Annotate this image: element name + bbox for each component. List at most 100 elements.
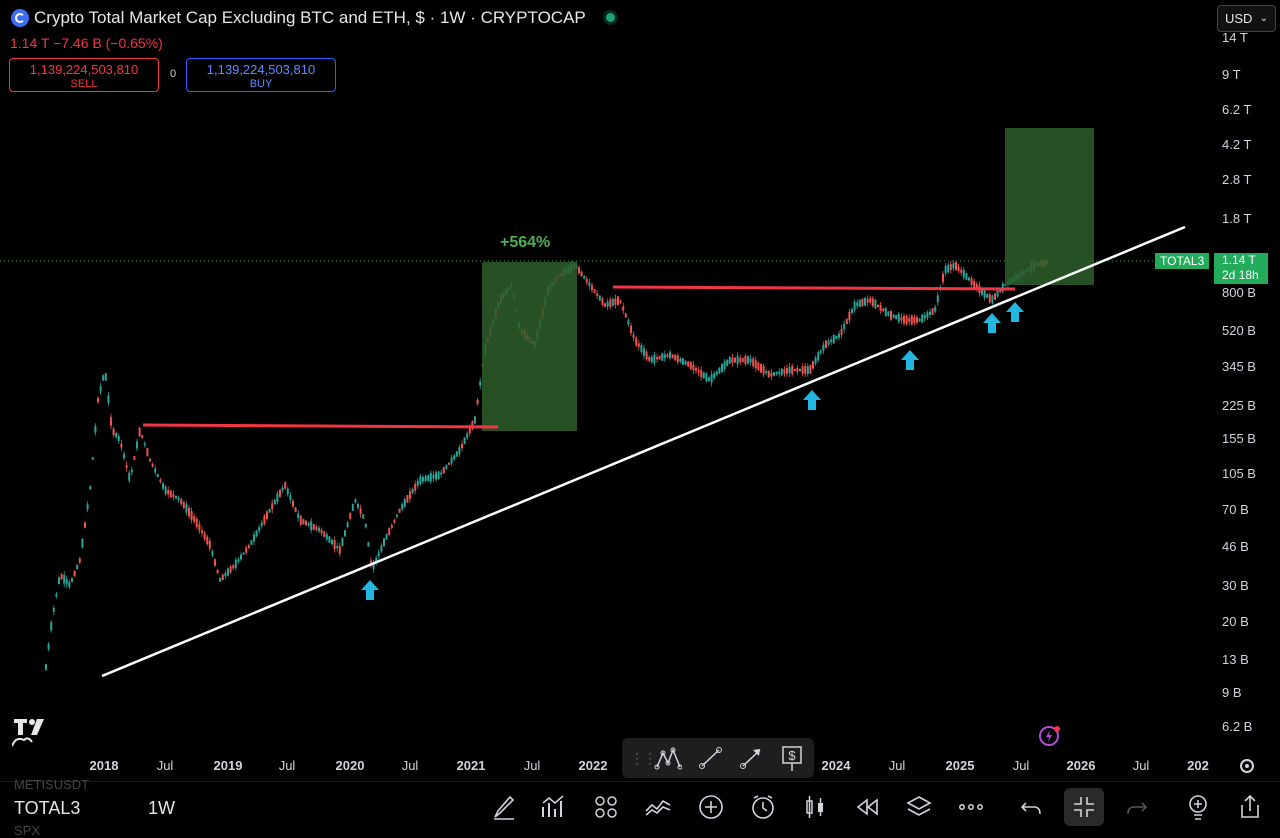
candle-body (991, 295, 994, 304)
candle-body (58, 577, 60, 584)
candle-body (185, 504, 188, 513)
replay-icon[interactable] (853, 793, 881, 821)
timeframe-selector[interactable]: 1W (148, 798, 175, 818)
layout-grid-icon[interactable] (592, 793, 620, 821)
candle-body (661, 353, 664, 361)
candle-body (120, 443, 123, 448)
candle-body (86, 504, 89, 510)
candle-body (247, 545, 250, 548)
redo-icon[interactable] (1122, 793, 1150, 821)
candle-body (760, 363, 762, 373)
candle-body (172, 494, 175, 497)
candle-body (385, 534, 388, 540)
tradingview-logo-icon[interactable] (12, 716, 48, 748)
collapse-button[interactable] (1064, 788, 1104, 826)
candle-body (232, 565, 235, 569)
layers-icon[interactable] (905, 793, 933, 821)
chevron-down-icon: ⌄ (1259, 13, 1268, 24)
candle-body (362, 514, 365, 519)
candle-body (474, 416, 476, 424)
arrow-up-icon (1006, 302, 1024, 322)
x-tick-label: Jul (1132, 758, 1150, 773)
candle-body (918, 318, 921, 322)
candle-body (905, 315, 908, 325)
resistance-line-2018[interactable] (142, 423, 499, 429)
candle-body (346, 522, 349, 527)
candle-body (331, 539, 333, 545)
add-icon[interactable] (697, 793, 725, 821)
share-icon[interactable] (1236, 793, 1264, 821)
drag-handle-icon[interactable]: ⋮⋮ (630, 750, 657, 766)
y-tick-label: 9 T (1222, 67, 1241, 82)
trend-line-tool[interactable] (697, 745, 725, 771)
resistance-line-2022[interactable] (612, 285, 1016, 291)
price-chart[interactable] (0, 0, 1210, 780)
candle-body (479, 381, 482, 386)
candle-body (619, 300, 622, 303)
undo-icon[interactable] (1018, 793, 1046, 821)
candle-body (338, 545, 341, 554)
candle-body (832, 334, 835, 344)
candle-body (866, 299, 869, 303)
brush-icon[interactable] (490, 793, 518, 821)
x-tick-label: Jul (401, 758, 419, 773)
gear-icon[interactable] (1238, 757, 1256, 775)
candle-body (908, 318, 911, 322)
candle-body (448, 462, 450, 465)
more-icon[interactable] (957, 793, 985, 821)
candle-body (757, 362, 760, 370)
elliott-wave-tool[interactable] (654, 745, 682, 771)
bulb-add-icon[interactable] (1184, 793, 1212, 821)
candle-body (806, 366, 809, 374)
candle-body (809, 364, 812, 374)
buy-button[interactable]: 1,139,224,503,810 BUY (186, 58, 336, 92)
candle-body (45, 664, 47, 671)
candle-body (583, 275, 586, 279)
candle-body (884, 307, 887, 316)
candle-body (102, 375, 105, 381)
candle-body (47, 644, 50, 650)
y-tick-label: 800 B (1222, 285, 1256, 300)
candle-body (910, 315, 913, 325)
indicators-icon[interactable] (644, 793, 672, 821)
candle-body (258, 527, 261, 531)
collapse-icon[interactable] (1070, 793, 1098, 821)
candle-body (830, 339, 833, 343)
move-box-2021[interactable] (482, 262, 577, 431)
candle-body (676, 355, 679, 363)
flash-icon[interactable] (1038, 724, 1062, 748)
currency-select[interactable]: USD ⌄ (1217, 5, 1276, 32)
arrow-line-tool[interactable] (738, 745, 766, 771)
chart-type-icon[interactable] (540, 793, 568, 821)
candle-body (835, 335, 838, 340)
projection-box[interactable] (1005, 128, 1094, 285)
symbol-tag: TOTAL3 (1155, 253, 1210, 269)
x-tick-label: Jul (1012, 758, 1030, 773)
candle-body (913, 317, 916, 323)
y-tick-label: 13 B (1222, 652, 1249, 667)
candles-icon[interactable] (801, 793, 829, 821)
alert-clock-icon[interactable] (749, 793, 777, 821)
candle-body (294, 507, 297, 513)
candle-body (861, 298, 864, 307)
candle-body (793, 368, 796, 372)
candle-body (89, 486, 92, 490)
price-note-tool[interactable]: $ (778, 745, 806, 771)
candle-body (718, 367, 721, 374)
y-tick-label: 9 B (1222, 685, 1242, 700)
candle-body (879, 304, 882, 312)
candle-body (253, 534, 255, 542)
candle-body (671, 354, 674, 359)
candle-body (71, 578, 73, 582)
symbol-selector[interactable]: TOTAL3 (14, 798, 81, 818)
candle-body (851, 309, 853, 313)
candle-body (455, 451, 458, 457)
chart-title[interactable]: Crypto Total Market Cap Excluding BTC an… (34, 8, 586, 27)
candle-body (471, 421, 474, 430)
candle-body (695, 368, 697, 371)
trend-line[interactable] (101, 225, 1186, 678)
candle-body (354, 499, 357, 503)
candle-body (684, 361, 687, 365)
candle-body (936, 295, 939, 303)
sell-button[interactable]: 1,139,224,503,810 SELL (9, 58, 159, 92)
